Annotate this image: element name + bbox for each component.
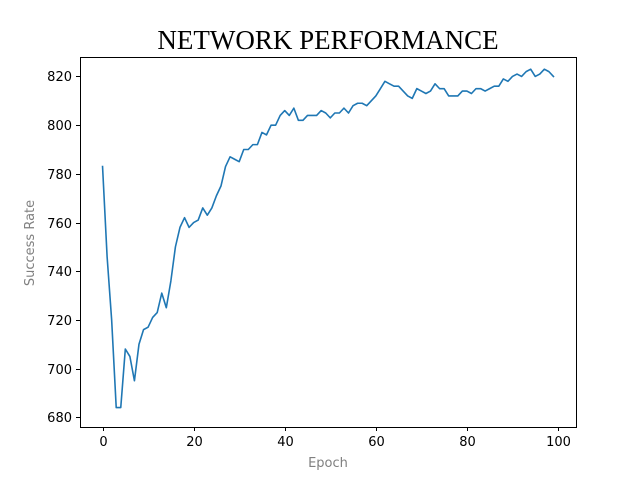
y-tick-label: 680 [47,411,72,426]
y-tick-label: 820 [47,70,72,85]
x-tick-label: 20 [186,435,203,450]
series-layer [101,68,555,409]
chart-title: NETWORK PERFORMANCE [157,25,498,55]
x-tick-label: 80 [459,435,476,450]
x-tick-label: 100 [546,435,571,450]
x-tick-label: 60 [368,435,385,450]
y-axis-ticks: 680 700 720 740 760 780 800 820 [47,70,80,426]
y-axis-label: Success Rate [23,200,38,286]
plot-frame [80,57,577,428]
y-tick-label: 700 [47,363,72,378]
y-tick-label: 800 [47,119,72,134]
series-line-0 [101,68,555,409]
x-tick-label: 40 [277,435,294,450]
y-tick-label: 720 [47,314,72,329]
y-tick-label: 780 [47,168,72,183]
x-tick-label: 0 [99,435,107,450]
y-tick-label: 740 [47,265,72,280]
x-axis-ticks: 0 20 40 60 80 100 [99,427,571,450]
y-tick-label: 760 [47,217,72,232]
axes [80,57,577,428]
x-axis-label: Epoch [308,456,348,471]
